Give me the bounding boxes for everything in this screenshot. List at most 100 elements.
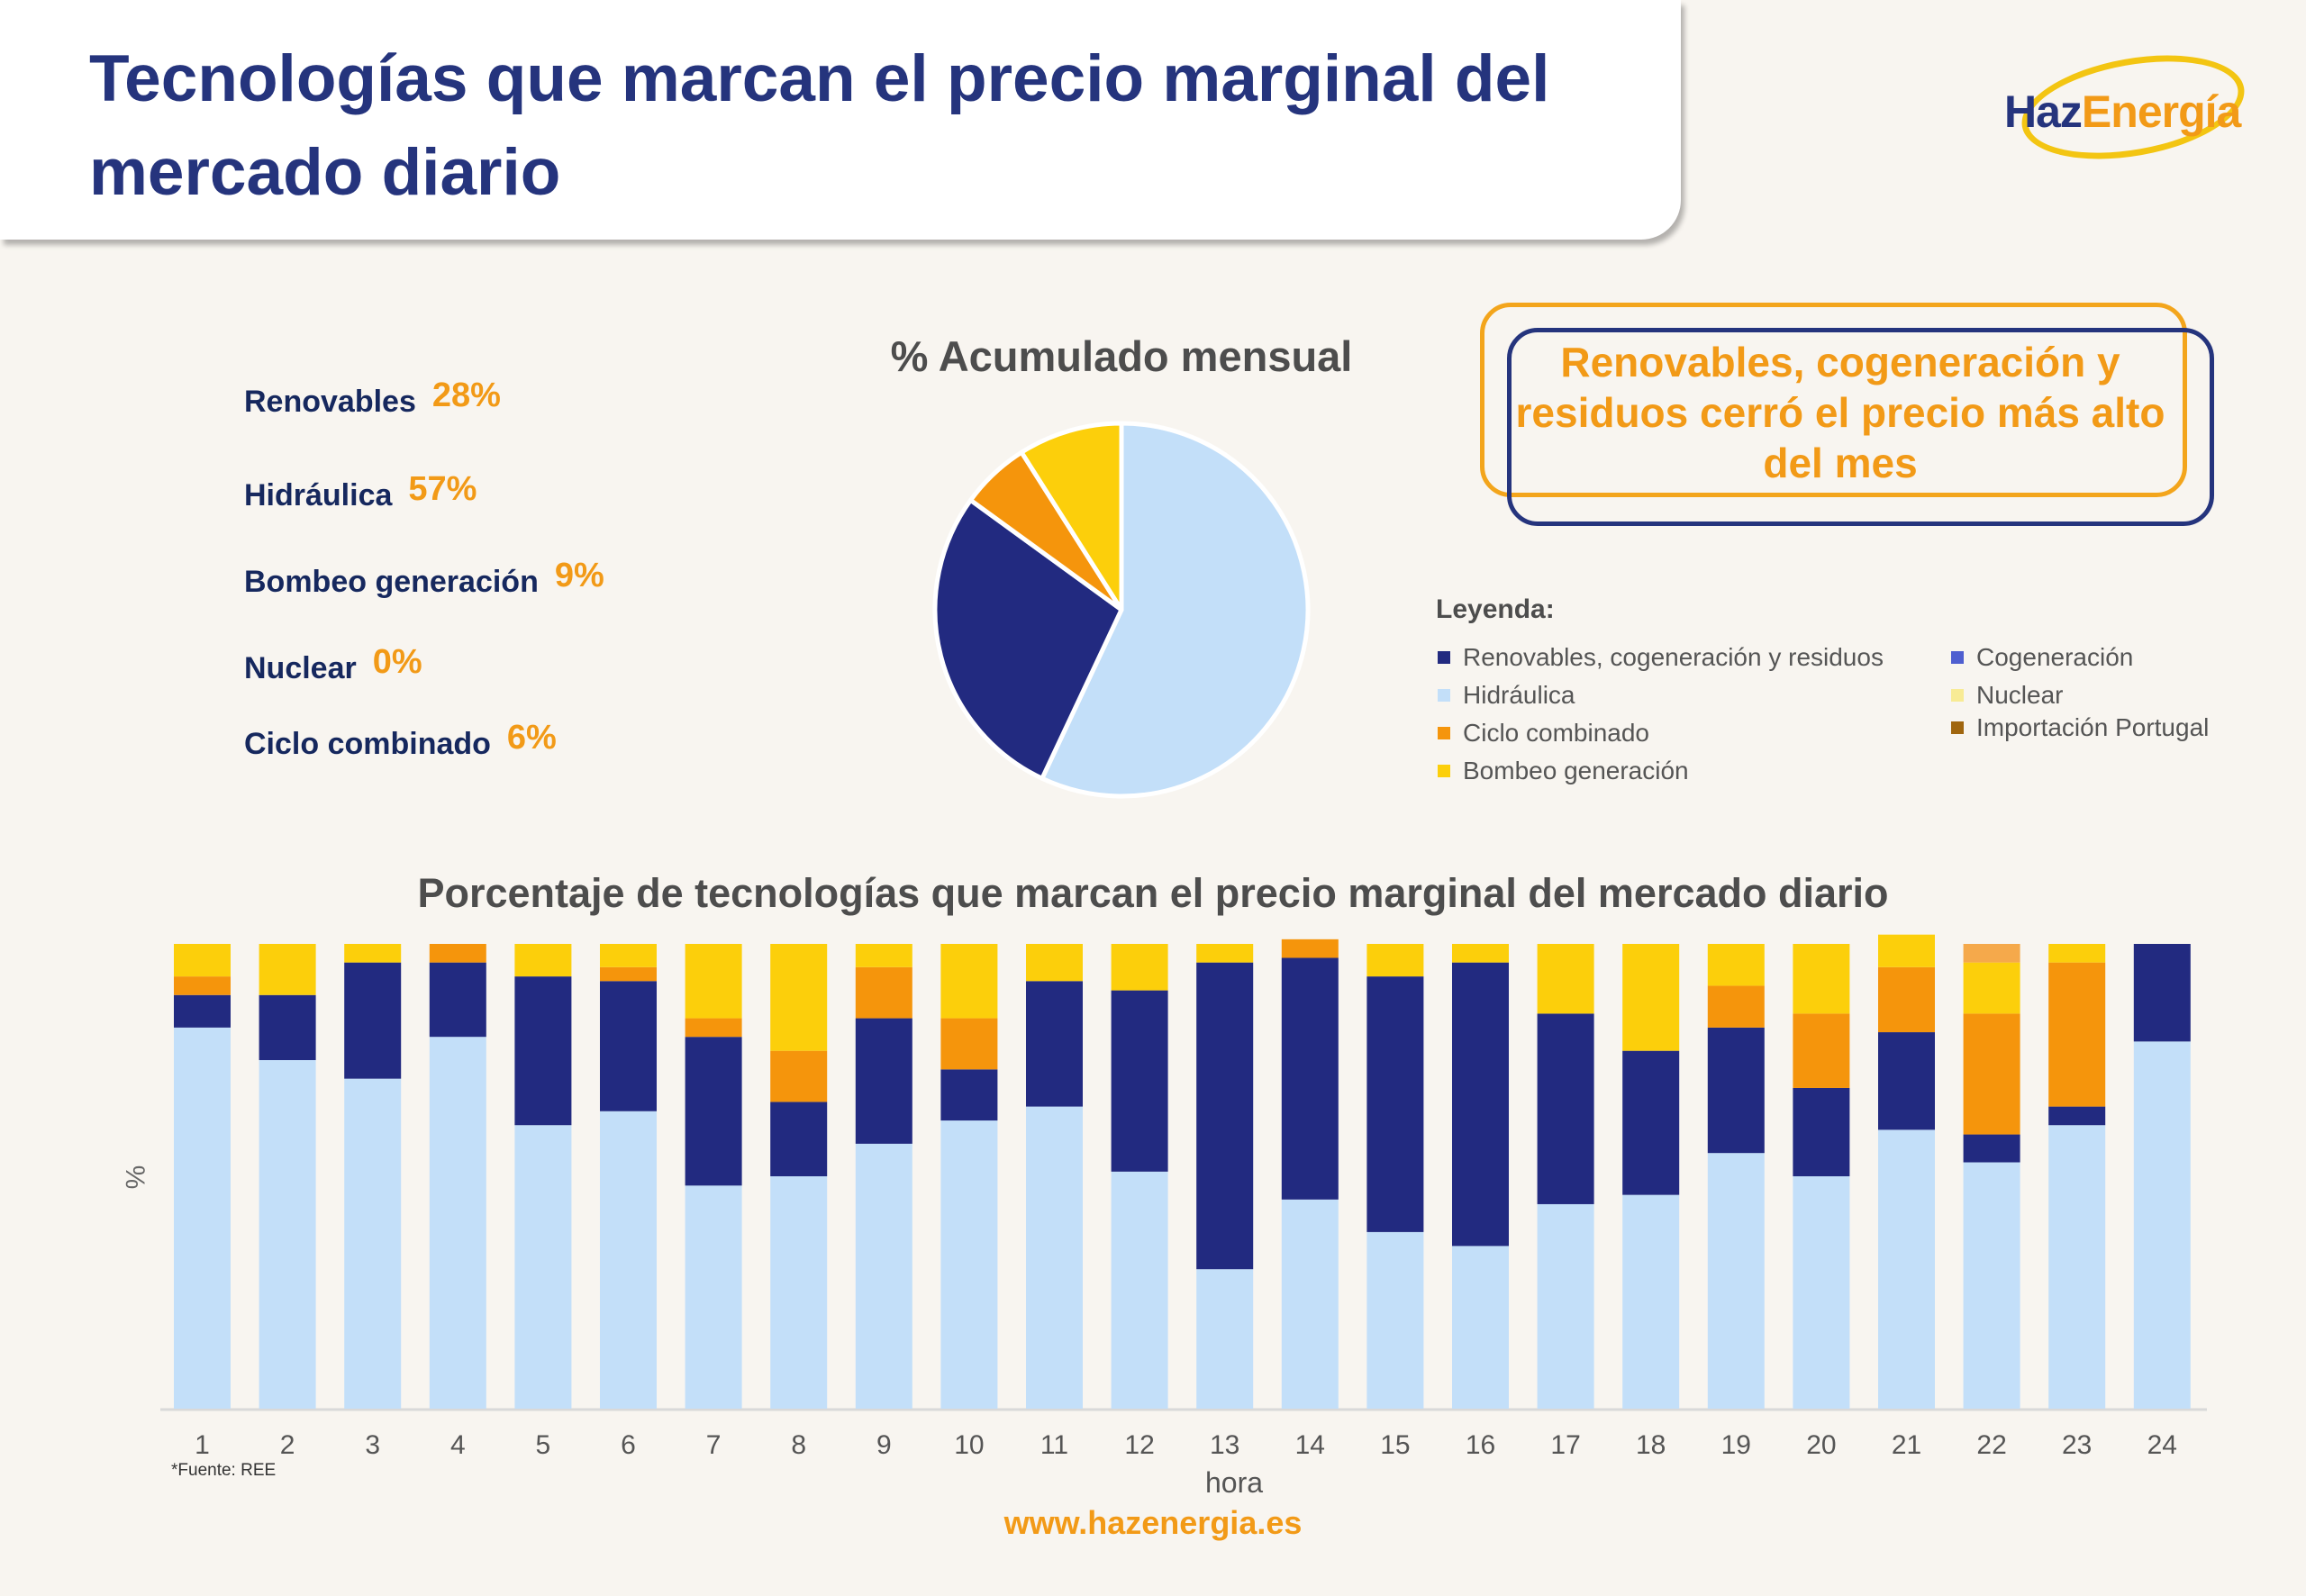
- bar-segment: [1878, 966, 1935, 1033]
- stat-hidraulica: Hidráulica 57%: [244, 470, 477, 514]
- bar-segment: [685, 1037, 742, 1186]
- bar-segment: [2133, 944, 2191, 1042]
- bar-segment: [2048, 944, 2106, 963]
- stat-value: 6%: [506, 719, 557, 757]
- x-tick-label: 16: [1466, 1430, 1495, 1460]
- stat-value: 9%: [554, 557, 604, 594]
- legend-label: Bombeo generación: [1463, 757, 1689, 784]
- bar-segment: [1281, 1199, 1339, 1409]
- bar-segment: [429, 944, 486, 963]
- x-tick-label: 15: [1380, 1430, 1410, 1460]
- bar-segment: [2048, 1106, 2106, 1126]
- bar-segment: [770, 1102, 828, 1176]
- x-tick-label: 9: [876, 1430, 892, 1460]
- bar-segment: [940, 1120, 998, 1409]
- bar-segment: [1537, 1013, 1594, 1204]
- stat-value: 28%: [431, 376, 501, 414]
- x-tick-label: 8: [791, 1430, 806, 1460]
- stat-label: Nuclear: [244, 651, 357, 685]
- bar-segment: [1111, 944, 1168, 991]
- bar-segment: [259, 994, 316, 1060]
- legend-item: Bombeo generación: [1438, 757, 1689, 785]
- pie-chart: [932, 421, 1311, 799]
- bar-segment: [1366, 976, 1424, 1232]
- stat-nuclear: Nuclear 0%: [244, 643, 422, 687]
- bar-segment: [1026, 1106, 1083, 1409]
- bar-segment: [1281, 957, 1339, 1200]
- bar-segment: [685, 1018, 742, 1038]
- bar-segment: [344, 944, 402, 963]
- bar-segment: [600, 1111, 657, 1409]
- bar-segment: [1878, 1032, 1935, 1130]
- bar-segment: [174, 1027, 231, 1409]
- legend-label: Ciclo combinado: [1463, 719, 1649, 747]
- x-tick-label: 7: [706, 1430, 722, 1460]
- legend-label: Renovables, cogeneración y residuos: [1463, 643, 1884, 671]
- bar-segment: [855, 966, 912, 1019]
- bar-segment: [514, 1125, 572, 1409]
- legend-swatch: [1951, 721, 1964, 734]
- bar-segment: [174, 994, 231, 1028]
- bar-segment: [174, 944, 231, 977]
- stat-label: Ciclo combinado: [244, 727, 491, 761]
- footer-url[interactable]: www.hazenergia.es: [1003, 1504, 1303, 1541]
- bar-segment: [600, 944, 657, 967]
- y-axis-label: %: [121, 1165, 151, 1190]
- bar-segment: [2048, 1125, 2106, 1409]
- bar-segment: [1452, 944, 1509, 963]
- source-note: *Fuente: REE: [171, 1461, 277, 1480]
- bar-segment: [1707, 985, 1765, 1028]
- logo-energia: Energía: [2081, 86, 2241, 137]
- bar-segment: [940, 1018, 998, 1070]
- bar-segment: [1793, 1176, 1850, 1409]
- legend-swatch: [1438, 727, 1450, 739]
- pie-slice: [932, 497, 1124, 781]
- x-tick-label: 3: [365, 1430, 380, 1460]
- bar-segment: [2048, 962, 2106, 1107]
- x-tick-label: 14: [1295, 1430, 1325, 1460]
- stat-label: Bombeo generación: [244, 565, 539, 599]
- x-tick-label: 18: [1636, 1430, 1666, 1460]
- bar-segment: [1196, 944, 1254, 963]
- bar-segment: [940, 1069, 998, 1121]
- bar-segment: [1622, 1050, 1680, 1195]
- bar-segment: [1963, 1134, 2020, 1163]
- bar-segment: [1366, 944, 1424, 977]
- bar-segment: [1196, 962, 1254, 1270]
- highlight-frame-blue: [1507, 328, 2214, 526]
- bar-segment: [1026, 981, 1083, 1107]
- bar-segment: [1366, 1231, 1424, 1409]
- stat-renovables: Renovables 28%: [244, 376, 501, 421]
- x-tick-label: 5: [536, 1430, 551, 1460]
- legend-label: Nuclear: [1976, 681, 2064, 709]
- bar-segment: [429, 962, 486, 1038]
- header-card: [0, 0, 1681, 240]
- legend-item: Nuclear: [1951, 681, 2063, 710]
- bar-segment: [1537, 1203, 1594, 1409]
- bar-segment: [855, 1143, 912, 1409]
- legend-label: Hidráulica: [1463, 681, 1575, 709]
- x-tick-label: 6: [621, 1430, 636, 1460]
- x-tick-label: 21: [1892, 1430, 1921, 1460]
- legend-item: Cogeneración: [1951, 643, 2133, 672]
- x-tick-label: 2: [280, 1430, 295, 1460]
- logo-haz: Haz: [2004, 86, 2083, 137]
- bar-segment: [344, 962, 402, 1079]
- bar-segment: [1963, 1162, 2020, 1409]
- bar-segment: [770, 1050, 828, 1102]
- highlight-text: Renovables, cogeneración y residuos cerr…: [1515, 339, 2165, 486]
- bar-segment: [1622, 1194, 1680, 1409]
- bar-segment: [1196, 1269, 1254, 1409]
- bar-segment: [1878, 934, 1935, 967]
- x-tick-label: 13: [1210, 1430, 1239, 1460]
- legend-item: Renovables, cogeneración y residuos: [1438, 643, 1884, 672]
- page-title: Tecnologías que marcan el precio margina…: [89, 42, 1550, 209]
- legend-swatch: [1951, 651, 1964, 664]
- pie-slice: [1040, 421, 1311, 799]
- bar-segment: [940, 944, 998, 1019]
- bar-segment: [1707, 1027, 1765, 1154]
- legend-swatch: [1951, 689, 1964, 702]
- bar-segment: [1963, 962, 2020, 1014]
- bar-segment: [685, 944, 742, 1019]
- stat-ciclo: Ciclo combinado 6%: [244, 719, 557, 763]
